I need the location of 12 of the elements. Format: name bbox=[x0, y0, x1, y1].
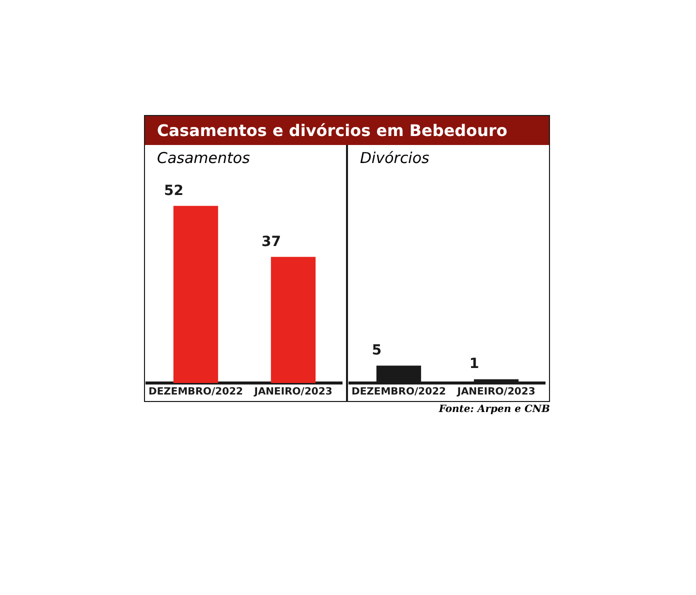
chart-subtitle: Casamentos bbox=[156, 148, 250, 167]
chart-title: Casamentos e divórcios em Bebedouro bbox=[145, 116, 549, 145]
data-label: 5 bbox=[372, 342, 382, 359]
source-note: Fonte: Arpen e CNB bbox=[438, 404, 550, 415]
data-label: 37 bbox=[262, 234, 281, 250]
x-tick-label: DEZEMBRO/2022 bbox=[148, 386, 244, 398]
x-tick-label: JANEIRO/2023 bbox=[253, 386, 332, 398]
x-tick-label: JANEIRO/2023 bbox=[456, 386, 536, 398]
chart-subtitle: Divórcios bbox=[359, 148, 430, 167]
x-tick-label: DEZEMBRO/2022 bbox=[352, 386, 446, 398]
data-label: 1 bbox=[469, 356, 480, 372]
data-label: 52 bbox=[164, 182, 184, 199]
